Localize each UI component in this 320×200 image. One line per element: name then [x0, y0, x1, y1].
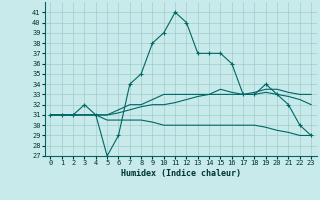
X-axis label: Humidex (Indice chaleur): Humidex (Indice chaleur): [121, 169, 241, 178]
